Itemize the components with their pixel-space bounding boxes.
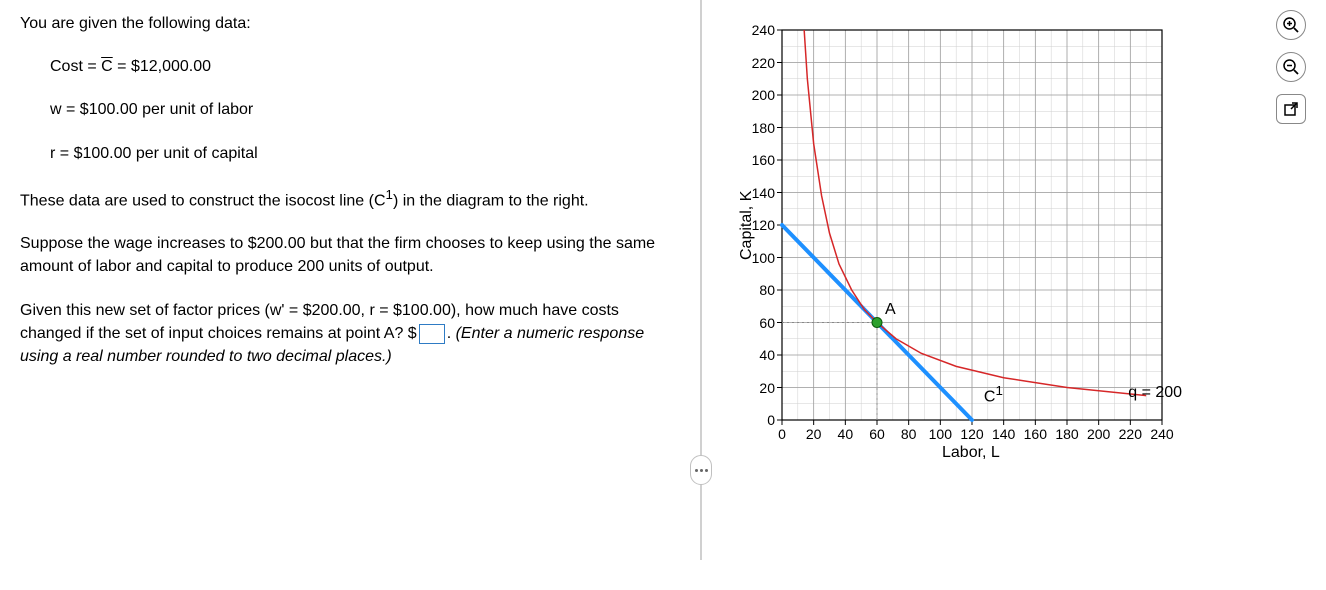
zoom-out-icon[interactable] <box>1276 52 1306 82</box>
x-tick-label: 20 <box>802 426 826 442</box>
question-text-pane: You are given the following data: Cost =… <box>0 0 700 590</box>
wage-change-text: Suppose the wage increases to $200.00 bu… <box>20 232 680 278</box>
y-tick-label: 60 <box>747 315 775 331</box>
r-line: r = $100.00 per unit of capital <box>20 142 680 165</box>
x-tick-label: 100 <box>928 426 952 442</box>
x-tick-label: 240 <box>1150 426 1174 442</box>
y-tick-label: 20 <box>747 380 775 396</box>
intro-text: You are given the following data: <box>20 12 680 35</box>
x-tick-label: 220 <box>1118 426 1142 442</box>
y-tick-label: 180 <box>747 120 775 136</box>
x-tick-label: 200 <box>1087 426 1111 442</box>
x-tick-label: 160 <box>1023 426 1047 442</box>
x-tick-label: 120 <box>960 426 984 442</box>
x-tick-label: 180 <box>1055 426 1079 442</box>
x-tick-label: 40 <box>833 426 857 442</box>
popout-icon[interactable] <box>1276 94 1306 124</box>
y-tick-label: 200 <box>747 87 775 103</box>
y-tick-label: 160 <box>747 152 775 168</box>
graph-controls <box>1276 10 1306 124</box>
chart-container: 020406080100120140160180200220240 020406… <box>742 20 1222 525</box>
answer-input[interactable] <box>419 324 445 344</box>
x-tick-label: 140 <box>992 426 1016 442</box>
x-tick-label: 80 <box>897 426 921 442</box>
y-tick-label: 40 <box>747 347 775 363</box>
c1-label: C1 <box>984 383 1003 406</box>
x-axis-label: Labor, L <box>942 444 1000 462</box>
isocost-description: These data are used to construct the iso… <box>20 185 680 213</box>
point-a-label: A <box>885 301 896 319</box>
zoom-in-icon[interactable] <box>1276 10 1306 40</box>
graph-pane: 020406080100120140160180200220240 020406… <box>702 0 1326 590</box>
question-prompt: Given this new set of factor prices (w' … <box>20 299 680 369</box>
y-tick-label: 220 <box>747 55 775 71</box>
x-tick-label: 60 <box>865 426 889 442</box>
y-tick-label: 80 <box>747 282 775 298</box>
cost-line: Cost = C = $12,000.00 <box>20 55 680 78</box>
x-tick-label: 0 <box>770 426 794 442</box>
y-axis-label: Capital, K <box>738 191 756 260</box>
q-label: q = 200 <box>1128 384 1182 402</box>
w-line: w = $100.00 per unit of labor <box>20 98 680 121</box>
y-tick-label: 240 <box>747 22 775 38</box>
